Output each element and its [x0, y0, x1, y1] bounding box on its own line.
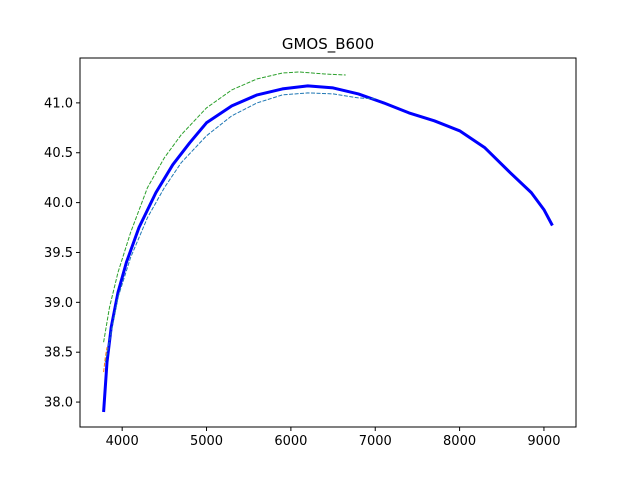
series-layer: [102, 71, 554, 413]
y-tick-label: 38.5: [44, 346, 73, 361]
y-tick-label: 39.0: [44, 296, 73, 311]
y-tick-label: 39.5: [44, 246, 73, 261]
x-tick-label: 8000: [443, 434, 476, 449]
y-tick-label: 41.0: [44, 96, 73, 111]
chart-title: GMOS_B600: [282, 35, 374, 54]
series-line-4: [103, 347, 108, 373]
x-tick-label: 4000: [106, 434, 139, 449]
plot-area: [80, 58, 576, 427]
x-tick-label: 9000: [527, 434, 560, 449]
y-tick-label: 40.5: [44, 146, 73, 161]
y-tick-label: 40.0: [44, 196, 73, 211]
series-line-1: [102, 84, 554, 413]
x-tick-label: 5000: [190, 434, 223, 449]
axis-layer: 4000 5000 6000 7000 8000 9000 38.0 38.5 39.0 39.5…: [44, 96, 560, 449]
y-tick-label: 38.0: [44, 396, 73, 411]
plot-frame: [79, 57, 577, 428]
series-line-2: [103, 71, 346, 343]
x-tick-label: 7000: [359, 434, 392, 449]
x-tick-label: 6000: [274, 434, 307, 449]
series-line-3: [104, 92, 376, 363]
